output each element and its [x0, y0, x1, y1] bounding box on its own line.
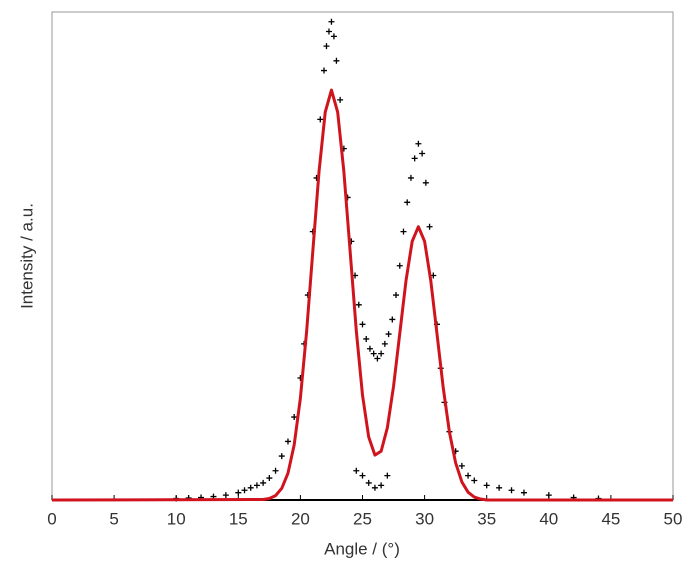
- data-point: [400, 228, 407, 235]
- fit-curve: [51, 88, 673, 502]
- data-point: [247, 484, 254, 491]
- x-axis-label: Angle / (°): [324, 539, 400, 558]
- data-point: [330, 33, 337, 40]
- data-point: [366, 345, 373, 352]
- x-tick-label: 35: [477, 509, 496, 528]
- data-point: [419, 150, 426, 157]
- data-point: [483, 482, 490, 489]
- data-point: [411, 155, 418, 162]
- data-point: [396, 262, 403, 269]
- data-point: [378, 350, 385, 357]
- data-point: [389, 316, 396, 323]
- y-axis-label: Intensity / a.u.: [17, 203, 36, 309]
- data-point: [337, 96, 344, 103]
- data-point: [545, 492, 552, 499]
- data-point: [235, 489, 242, 496]
- data-point: [284, 438, 291, 445]
- data-point: [325, 28, 332, 35]
- data-point: [393, 292, 400, 299]
- data-point: [278, 453, 285, 460]
- data-point: [291, 414, 298, 421]
- data-point: [458, 462, 465, 469]
- data-point: [222, 492, 229, 499]
- x-tick-label: 20: [291, 509, 310, 528]
- data-point: [381, 340, 388, 347]
- data-point: [241, 487, 248, 494]
- x-tick-label: 50: [664, 509, 683, 528]
- x-tick-label: 5: [109, 509, 118, 528]
- plot-frame: [51, 11, 674, 501]
- x-tick-label: 0: [47, 509, 56, 528]
- data-point: [323, 43, 330, 50]
- data-point: [415, 140, 422, 147]
- data-point: [266, 475, 273, 482]
- data-point: [370, 350, 377, 357]
- data-point: [404, 199, 411, 206]
- x-tick-label: 15: [229, 509, 248, 528]
- data-point: [385, 331, 392, 338]
- data-point: [371, 484, 378, 491]
- data-point: [333, 57, 340, 64]
- data-point: [378, 482, 385, 489]
- data-point: [260, 479, 267, 486]
- data-point: [365, 479, 372, 486]
- x-tick-label: 10: [167, 509, 186, 528]
- data-point: [520, 489, 527, 496]
- data-point: [363, 335, 370, 342]
- data-point: [496, 484, 503, 491]
- data-point: [508, 487, 515, 494]
- data-point: [407, 174, 414, 181]
- data-point: [359, 472, 366, 479]
- x-tick-label: 30: [415, 509, 434, 528]
- x-tick-label: 25: [353, 509, 372, 528]
- data-point: [328, 18, 335, 25]
- data-point: [426, 223, 433, 230]
- data-point: [317, 116, 324, 123]
- x-tick-label: 45: [601, 509, 620, 528]
- data-point: [374, 355, 381, 362]
- data-point: [422, 179, 429, 186]
- data-point: [355, 301, 362, 308]
- data-point: [384, 472, 391, 479]
- data-point: [253, 482, 260, 489]
- data-point: [465, 472, 472, 479]
- x-tick-label: 40: [539, 509, 558, 528]
- data-point: [359, 321, 366, 328]
- data-point: [353, 467, 360, 474]
- data-point: [471, 477, 478, 484]
- data-point: [320, 67, 327, 74]
- data-point: [272, 467, 279, 474]
